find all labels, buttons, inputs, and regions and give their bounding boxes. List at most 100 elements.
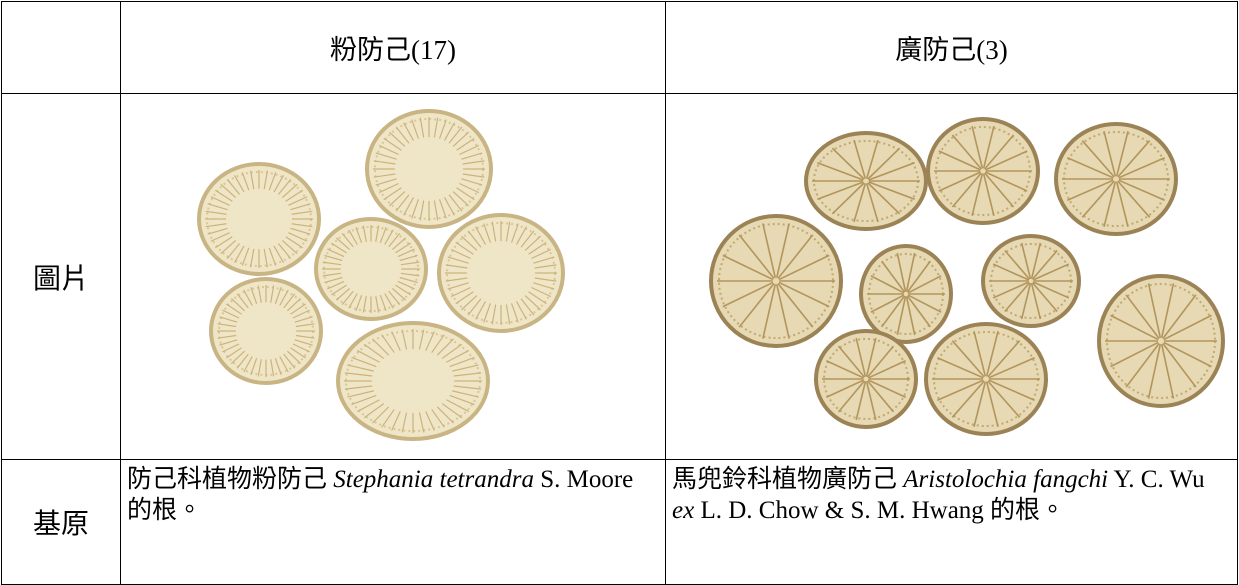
slice-detail: [951, 340, 985, 378]
slice-detail: [241, 172, 250, 191]
slice-detail: [291, 223, 313, 228]
slice-detail: [220, 183, 237, 199]
slice-detail: [322, 261, 342, 266]
slice-detail: [355, 294, 363, 312]
slice-detail: [1162, 343, 1197, 388]
slice-detail: [867, 379, 906, 398]
slice-detail: [388, 233, 401, 248]
slice-detail: [534, 277, 557, 282]
slice-detail: [988, 379, 1035, 401]
slice-detail: [233, 245, 245, 263]
slice-detail: [294, 316, 313, 323]
slice-detail: [400, 272, 420, 277]
slice-detail: [1067, 157, 1114, 179]
slice-detail: [524, 235, 542, 251]
slice-detail: [286, 298, 302, 312]
slice-detail: [443, 122, 455, 141]
slice-detail: [411, 199, 420, 219]
slice-detail: [403, 122, 415, 141]
slice-detail: [896, 252, 907, 292]
slice-detail: [286, 350, 302, 364]
slice-detail: [775, 283, 790, 339]
slice-detail: [388, 131, 406, 147]
slice-detail: [907, 294, 942, 313]
slice-detail: [817, 162, 864, 181]
slice-detail: [362, 225, 367, 242]
slice-detail: [375, 225, 380, 242]
slice-detail: [348, 229, 358, 245]
slice-detail: [1020, 242, 1032, 279]
text-segment: 防己科植物粉防己: [127, 466, 334, 493]
corner-cell: [1, 1, 121, 94]
slice-detail: [355, 226, 363, 244]
slice-detail: [285, 236, 304, 249]
slice-detail: [865, 337, 877, 377]
slice-detail: [1032, 263, 1070, 281]
slice-detail: [1125, 294, 1160, 339]
slice-detail: [294, 339, 313, 346]
slice-detail: [452, 191, 470, 207]
slice-detail: [491, 304, 497, 325]
slice-detail: [459, 144, 480, 156]
slice-detail: [951, 380, 985, 418]
slice-detail: [461, 152, 483, 160]
slice-detail: [403, 197, 415, 216]
slice-detail: [1110, 341, 1159, 368]
slice-detail: [381, 334, 395, 353]
slice-detail: [288, 196, 308, 206]
slice-detail: [243, 356, 253, 373]
slice-detail: [391, 287, 407, 301]
slice-detail: [992, 263, 1030, 281]
slice-detail: [274, 287, 282, 304]
slice-detail: [460, 235, 478, 251]
slice-detail: [419, 117, 425, 138]
slice-detail: [384, 229, 394, 245]
slice-detail: [515, 226, 527, 245]
slice-detail: [274, 358, 282, 375]
slice-detail: [467, 298, 482, 316]
slice-detail: [951, 172, 982, 208]
image-row: 圖片: [1, 93, 1238, 460]
slice-detail: [431, 334, 445, 353]
slice-detail: [263, 248, 269, 268]
slice-detail: [395, 194, 410, 212]
slice-detail: [906, 260, 931, 293]
text-segment: L. D. Chow & S. M. Hwang 的根。: [694, 497, 1066, 524]
slice-detail: [241, 247, 250, 266]
slice-detail: [837, 345, 866, 378]
header-row: 粉防己(17) 廣防己(3): [1, 1, 1238, 94]
slice-detail: [249, 248, 255, 268]
slice-detail: [938, 171, 981, 192]
slice-detail: [292, 309, 310, 319]
slice-detail: [263, 170, 269, 190]
slice-detail: [257, 359, 262, 377]
slice-detail: [291, 210, 313, 215]
slice-detail: [288, 232, 308, 242]
slice-detail: [436, 338, 454, 356]
slice-detail: [395, 284, 411, 296]
slice-detail: [520, 230, 535, 248]
slice-detail: [383, 187, 402, 201]
slice-detail: [356, 349, 380, 363]
slice-detail: [285, 189, 304, 202]
slice-detail: [270, 285, 275, 303]
slice-detail: [372, 338, 390, 356]
slice-detail: [226, 178, 241, 195]
slice-detail: [230, 298, 246, 312]
slice-detail: [534, 264, 557, 269]
slice-detail: [443, 197, 455, 216]
slice-detail: [391, 411, 401, 431]
slice-detail: [441, 403, 463, 419]
slice-detail: [431, 409, 445, 428]
slice-detail: [1115, 181, 1129, 227]
slice-detail: [257, 285, 262, 303]
slice-detail: [866, 380, 895, 413]
slice-detail: [351, 356, 377, 368]
slice-detail: [383, 137, 402, 151]
slice-detail: [226, 347, 242, 359]
slice-detail: [837, 380, 866, 413]
slice-detail: [865, 381, 877, 421]
slice-detail: [973, 381, 987, 427]
slice-detail: [531, 248, 552, 260]
